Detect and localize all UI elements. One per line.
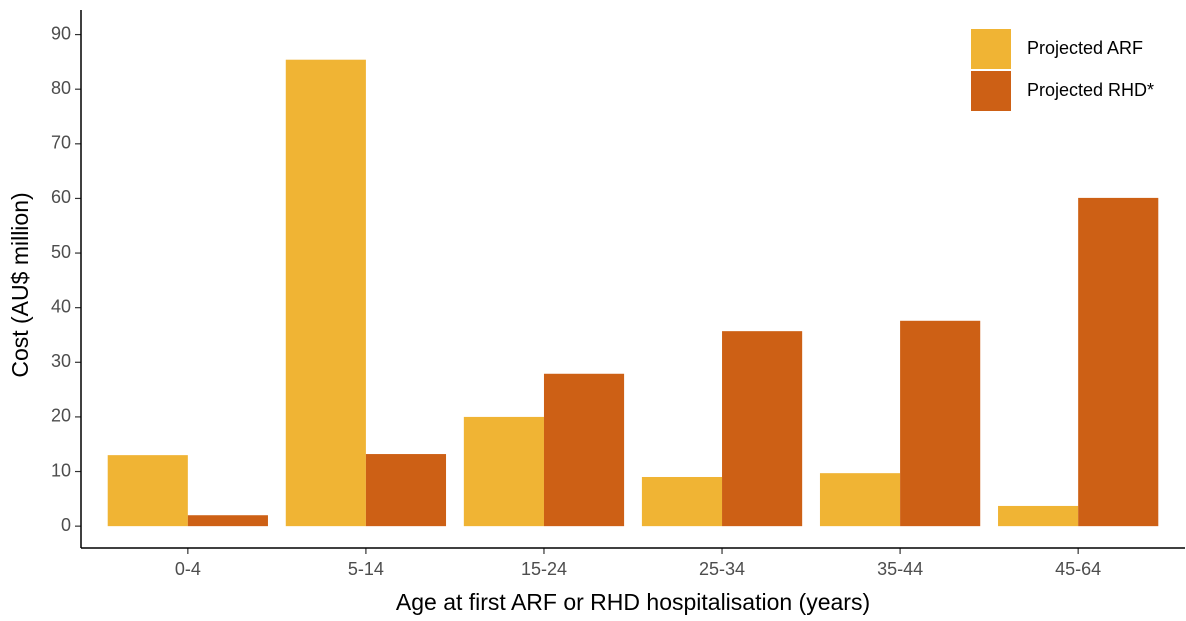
legend-label: Projected ARF — [1027, 38, 1143, 58]
bar — [285, 59, 366, 527]
y-tick-label: 70 — [51, 133, 71, 153]
x-tick-label: 5-14 — [348, 559, 384, 579]
y-axis-title: Cost (AU$ million) — [7, 192, 33, 377]
x-tick-label: 45-64 — [1055, 559, 1101, 579]
bar — [998, 505, 1079, 527]
x-tick-label: 25-34 — [699, 559, 745, 579]
bar — [543, 373, 625, 527]
y-tick-label: 90 — [51, 23, 71, 43]
x-axis-title: Age at first ARF or RHD hospitalisation … — [396, 589, 870, 615]
y-tick-label: 30 — [51, 351, 71, 371]
bar — [107, 455, 188, 527]
legend-swatch — [971, 71, 1011, 111]
legend-label: Projected RHD* — [1027, 80, 1154, 100]
bar — [365, 454, 447, 527]
bar — [187, 515, 268, 527]
bar — [819, 473, 901, 527]
bar — [641, 476, 723, 527]
bar — [463, 416, 544, 527]
y-tick-label: 10 — [51, 460, 71, 480]
x-tick-label: 15-24 — [521, 559, 567, 579]
legend-swatch — [971, 29, 1011, 69]
y-tick-label: 60 — [51, 187, 71, 207]
y-tick-label: 20 — [51, 406, 71, 426]
y-tick-label: 0 — [61, 515, 71, 535]
y-tick-label: 40 — [51, 296, 71, 316]
y-tick-label: 50 — [51, 242, 71, 262]
x-tick-label: 0-4 — [175, 559, 201, 579]
bar — [900, 320, 981, 527]
bar — [1078, 197, 1159, 527]
bar — [722, 331, 803, 527]
x-tick-label: 35-44 — [877, 559, 923, 579]
y-tick-label: 80 — [51, 78, 71, 98]
